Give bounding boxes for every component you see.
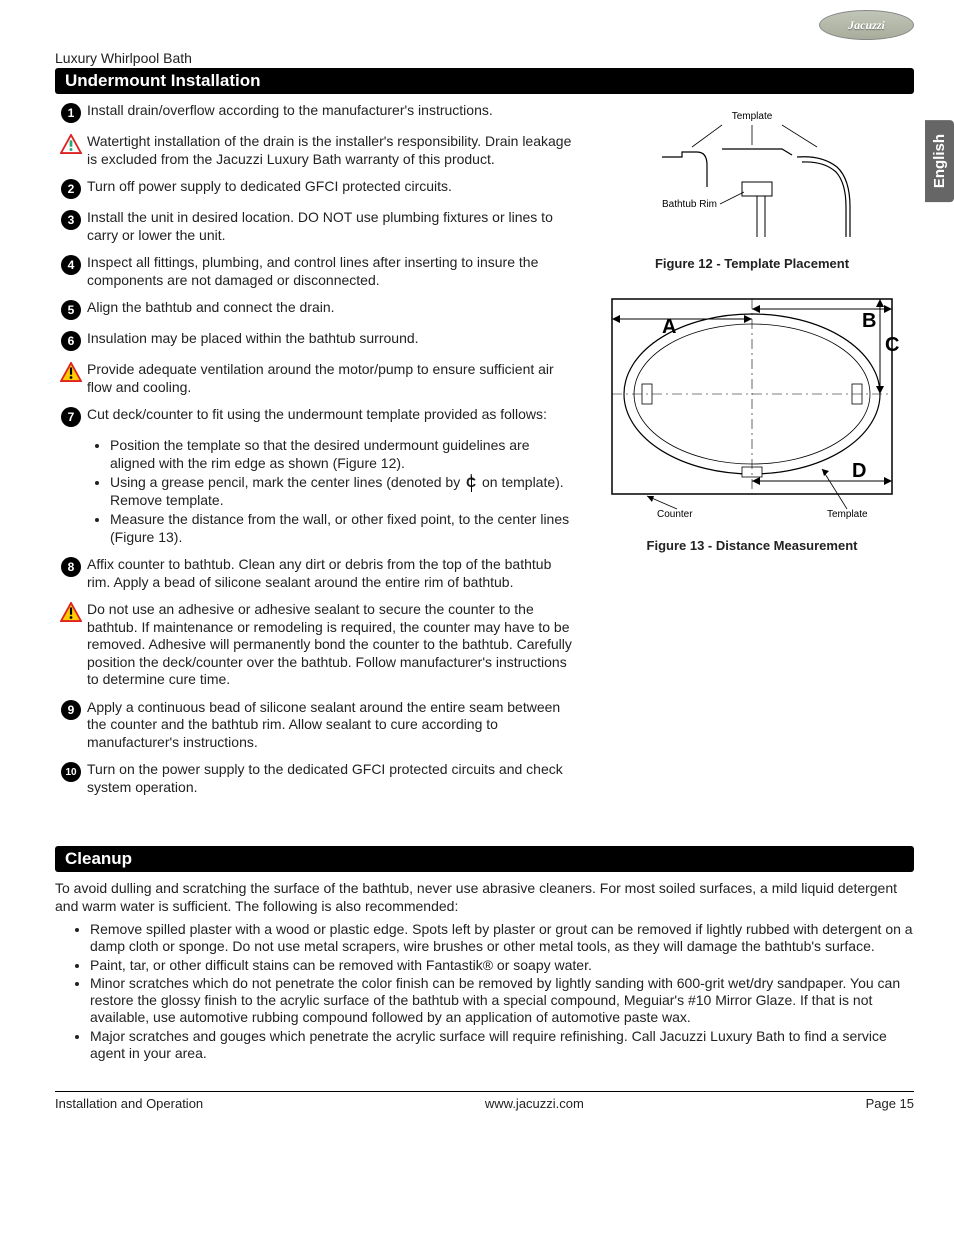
step-6: 6 Insulation may be placed within the ba… xyxy=(55,330,575,351)
footer-left: Installation and Operation xyxy=(55,1096,203,1111)
step-number-icon: 4 xyxy=(61,255,81,275)
language-tab: English xyxy=(925,120,954,202)
figure-13: A B C D Counter Template xyxy=(590,289,914,553)
fig12-rim-label: Bathtub Rim xyxy=(662,199,717,210)
caution-icon xyxy=(60,362,82,382)
page-footer: Installation and Operation www.jacuzzi.c… xyxy=(55,1091,914,1111)
instructions-column: 1 Install drain/overflow according to th… xyxy=(55,102,575,806)
step-number-icon: 7 xyxy=(61,407,81,427)
list-item: Position the template so that the desire… xyxy=(110,437,575,472)
step-text: Provide adequate ventilation around the … xyxy=(87,361,575,396)
step-number-icon: 1 xyxy=(61,103,81,123)
step-text: Apply a continuous bead of silicone seal… xyxy=(87,699,575,752)
step-text: Turn off power supply to dedicated GFCI … xyxy=(87,178,575,196)
list-item: Remove spilled plaster with a wood or pl… xyxy=(90,921,914,955)
step-3: 3 Install the unit in desired location. … xyxy=(55,209,575,244)
step-text: Install the unit in desired location. DO… xyxy=(87,209,575,244)
step-text: Align the bathtub and connect the drain. xyxy=(87,299,575,317)
figures-column: Template Bathtub Rim Figure 12 - Templat… xyxy=(590,102,914,806)
list-item: Minor scratches which do not penetrate t… xyxy=(90,975,914,1025)
step-number-icon: 9 xyxy=(61,700,81,720)
step-text: Install drain/overflow according to the … xyxy=(87,102,575,120)
centerline-symbol: CL xyxy=(464,474,478,492)
list-item: Using a grease pencil, mark the center l… xyxy=(110,474,575,509)
caution-icon xyxy=(60,602,82,622)
step-text: Turn on the power supply to the dedicate… xyxy=(87,761,575,796)
step-text: Affix counter to bathtub. Clean any dirt… xyxy=(87,556,575,591)
svg-text:D: D xyxy=(852,460,866,482)
svg-text:A: A xyxy=(662,316,676,338)
step-text: Cut deck/counter to fit using the underm… xyxy=(87,406,575,424)
step-7: 7 Cut deck/counter to fit using the unde… xyxy=(55,406,575,427)
warning-icon xyxy=(60,134,82,154)
warning-ventilation: Provide adequate ventilation around the … xyxy=(55,361,575,396)
step-4: 4 Inspect all fittings, plumbing, and co… xyxy=(55,254,575,289)
warning-drain: Watertight installation of the drain is … xyxy=(55,133,575,168)
figure-12-caption: Figure 12 - Template Placement xyxy=(590,256,914,271)
footer-right: Page 15 xyxy=(866,1096,914,1111)
step-10: 10 Turn on the power supply to the dedic… xyxy=(55,761,575,796)
step-text: Do not use an adhesive or adhesive seala… xyxy=(87,601,575,689)
svg-text:Counter: Counter xyxy=(657,509,693,520)
list-item: Paint, tar, or other difficult stains ca… xyxy=(90,957,914,974)
step-8: 8 Affix counter to bathtub. Clean any di… xyxy=(55,556,575,591)
section-header-cleanup: Cleanup xyxy=(55,846,914,872)
step-text: Inspect all fittings, plumbing, and cont… xyxy=(87,254,575,289)
warning-adhesive: Do not use an adhesive or adhesive seala… xyxy=(55,601,575,689)
brand-logo: Jacuzzi xyxy=(819,10,914,40)
step-1: 1 Install drain/overflow according to th… xyxy=(55,102,575,123)
figure-13-caption: Figure 13 - Distance Measurement xyxy=(590,538,914,553)
step-9: 9 Apply a continuous bead of silicone se… xyxy=(55,699,575,752)
footer-center: www.jacuzzi.com xyxy=(485,1096,584,1111)
step-number-icon: 5 xyxy=(61,300,81,320)
step-number-icon: 10 xyxy=(61,762,81,782)
step-2: 2 Turn off power supply to dedicated GFC… xyxy=(55,178,575,199)
step-text: Insulation may be placed within the bath… xyxy=(87,330,575,348)
cleanup-intro: To avoid dulling and scratching the surf… xyxy=(55,880,914,915)
list-item: Measure the distance from the wall, or o… xyxy=(110,511,575,546)
list-item: Major scratches and gouges which penetra… xyxy=(90,1028,914,1062)
cleanup-list: Remove spilled plaster with a wood or pl… xyxy=(90,921,914,1061)
svg-text:C: C xyxy=(885,334,899,356)
step-number-icon: 3 xyxy=(61,210,81,230)
section-header-installation: Undermount Installation xyxy=(55,68,914,94)
svg-text:B: B xyxy=(862,310,876,332)
step-text: Watertight installation of the drain is … xyxy=(87,133,575,168)
fig12-template-label: Template xyxy=(732,111,773,122)
step-5: 5 Align the bathtub and connect the drai… xyxy=(55,299,575,320)
svg-text:Template: Template xyxy=(827,509,868,520)
figure-12: Template Bathtub Rim Figure 12 - Templat… xyxy=(590,107,914,271)
step-number-icon: 6 xyxy=(61,331,81,351)
document-title: Luxury Whirlpool Bath xyxy=(55,50,914,66)
step-number-icon: 2 xyxy=(61,179,81,199)
step-number-icon: 8 xyxy=(61,557,81,577)
step-7-sublist: Position the template so that the desire… xyxy=(110,437,575,546)
